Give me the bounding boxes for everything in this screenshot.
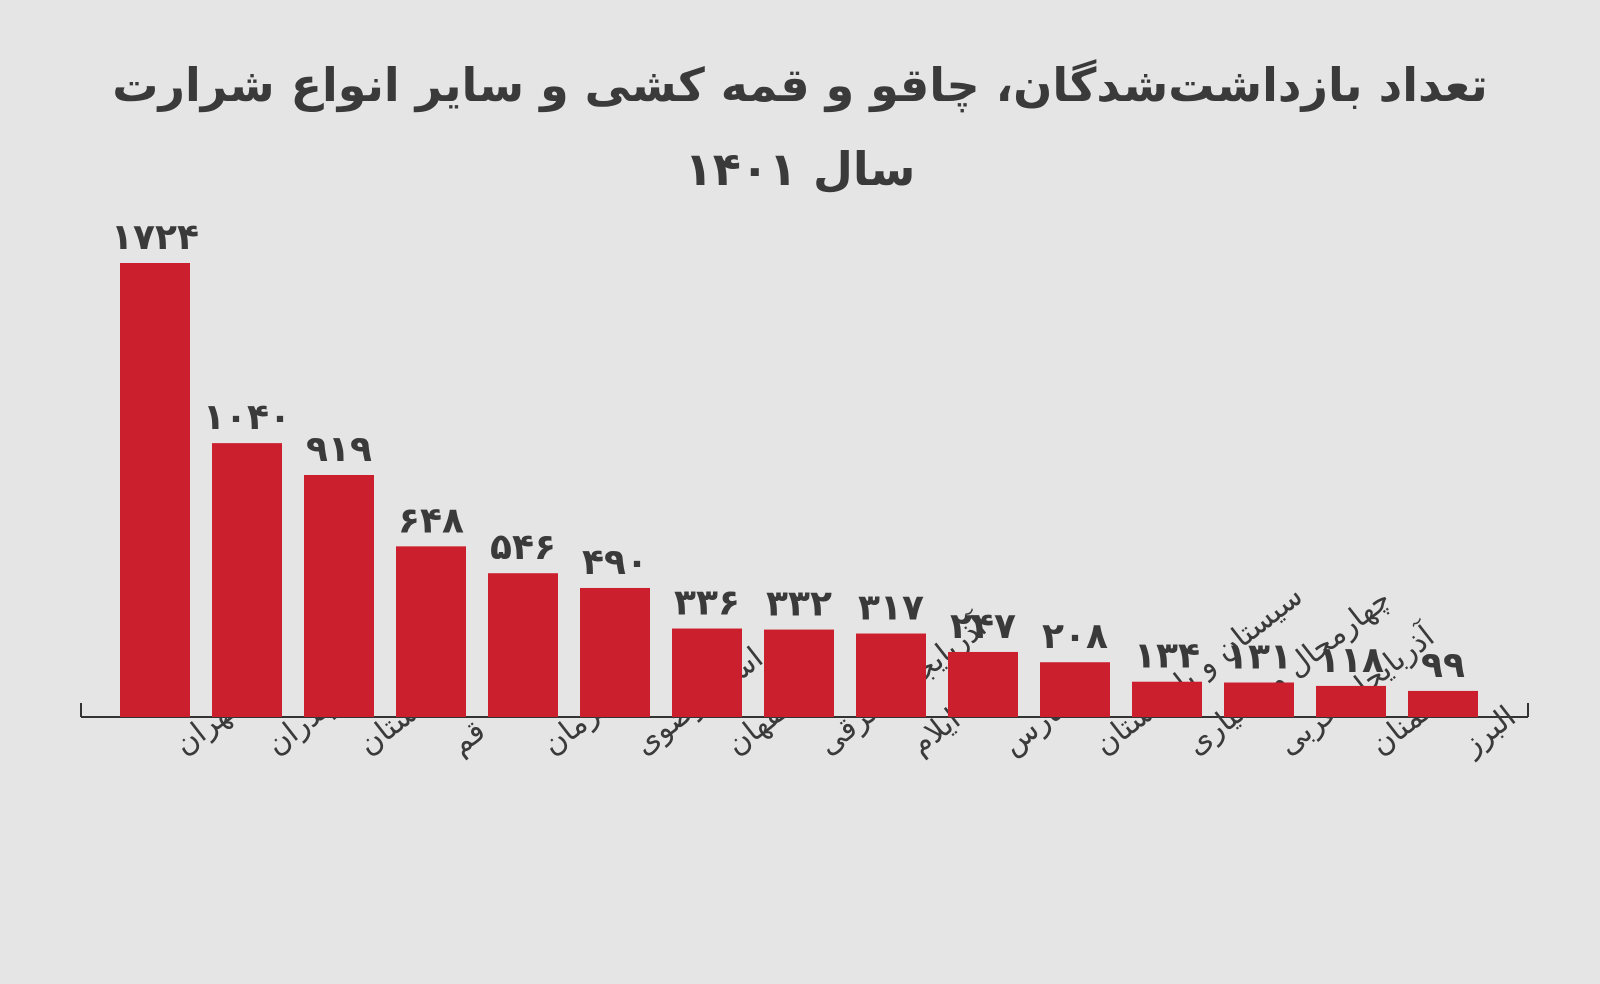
bar-value-label: ۱۰۴۰ xyxy=(203,397,291,438)
bar xyxy=(1316,685,1386,717)
bar-value-label: ۱۱۸ xyxy=(1318,640,1384,681)
bar-value-label: ۳۳۲ xyxy=(766,584,832,625)
bar-value-label: ۵۴۶ xyxy=(490,527,556,568)
bar xyxy=(672,628,742,717)
bar xyxy=(580,587,650,717)
category-label: قم xyxy=(444,714,493,763)
bar xyxy=(856,633,926,717)
bar xyxy=(304,474,374,717)
bar-value-label: ۱۳۴ xyxy=(1134,636,1200,677)
chart-subtitle: سال ۱۴۰۱ xyxy=(684,142,916,196)
bar xyxy=(1132,681,1202,717)
bar-value-label: ۳۱۷ xyxy=(858,588,924,629)
bar-value-label: ۱۷۲۴ xyxy=(111,217,199,258)
bar-value-label: ۶۴۸ xyxy=(398,500,464,541)
bar xyxy=(1040,662,1110,717)
bar xyxy=(764,629,834,717)
chart-title: تعداد بازداشت‌شدگان، چاقو و قمه کشی و سا… xyxy=(112,58,1488,112)
bar xyxy=(948,651,1018,717)
bar-value-label: ۹۹ xyxy=(1421,645,1465,686)
bar xyxy=(396,546,466,717)
bar-value-label: ۲۴۷ xyxy=(950,606,1016,647)
bar xyxy=(120,263,190,717)
bar xyxy=(212,443,282,717)
bar xyxy=(1408,690,1478,717)
bar-value-label: ۳۳۶ xyxy=(674,583,740,624)
bar-value-label: ۲۰۸ xyxy=(1042,616,1108,657)
bar-value-label: ۱۳۱ xyxy=(1226,637,1292,678)
bar-value-label: ۹۱۹ xyxy=(306,429,372,470)
bar xyxy=(488,573,558,717)
bar xyxy=(1224,682,1294,717)
bar-value-label: ۴۹۰ xyxy=(582,542,648,583)
